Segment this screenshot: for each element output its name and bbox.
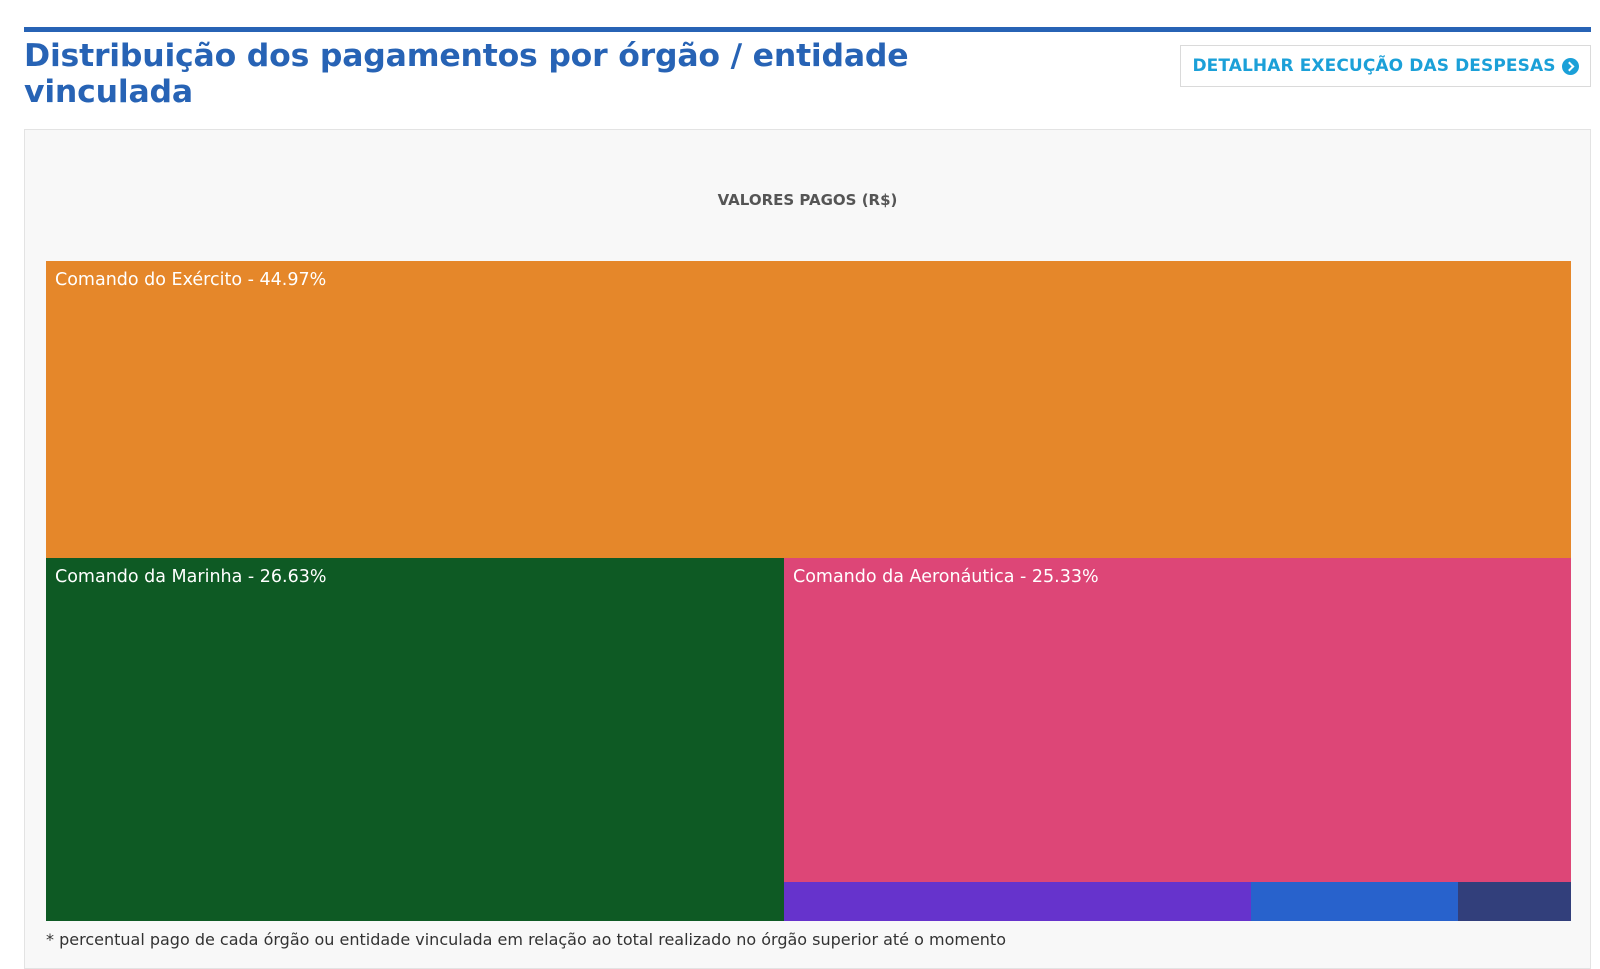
treemap-chart: Comando do Exército - 44.97% Comando da M… xyxy=(46,261,1571,921)
page-title: Distribuição dos pagamentos por órgão / … xyxy=(24,38,909,110)
chart-title: VALORES PAGOS (R$) xyxy=(717,191,898,209)
detail-expenses-button[interactable]: DETALHAR EXECUÇÃO DAS DESPESAS xyxy=(1180,45,1591,87)
treemap-tile-label: Comando da Marinha - 26.63% xyxy=(55,566,327,587)
treemap-tile[interactable] xyxy=(1250,881,1459,921)
header-rule xyxy=(24,27,1591,32)
chart-panel: VALORES PAGOS (R$) Comando do Exército -… xyxy=(24,129,1591,969)
treemap-tile[interactable] xyxy=(783,881,1251,921)
chart-footnote: * percentual pago de cada órgão ou entid… xyxy=(46,930,1006,949)
treemap-tile[interactable]: Comando da Marinha - 26.63% xyxy=(46,557,784,921)
treemap-tile-label: Comando da Aeronáutica - 25.33% xyxy=(792,566,1099,587)
detail-expenses-button-label: DETALHAR EXECUÇÃO DAS DESPESAS xyxy=(1192,56,1556,76)
chevron-circle-right-icon xyxy=(1561,57,1579,75)
treemap-tile[interactable]: Comando da Aeronáutica - 25.33% xyxy=(783,557,1571,882)
treemap-tile-label: Comando do Exército - 44.97% xyxy=(55,270,327,290)
treemap-tile[interactable]: Comando do Exército - 44.97% xyxy=(46,261,1571,558)
treemap-tile[interactable] xyxy=(1458,881,1571,921)
